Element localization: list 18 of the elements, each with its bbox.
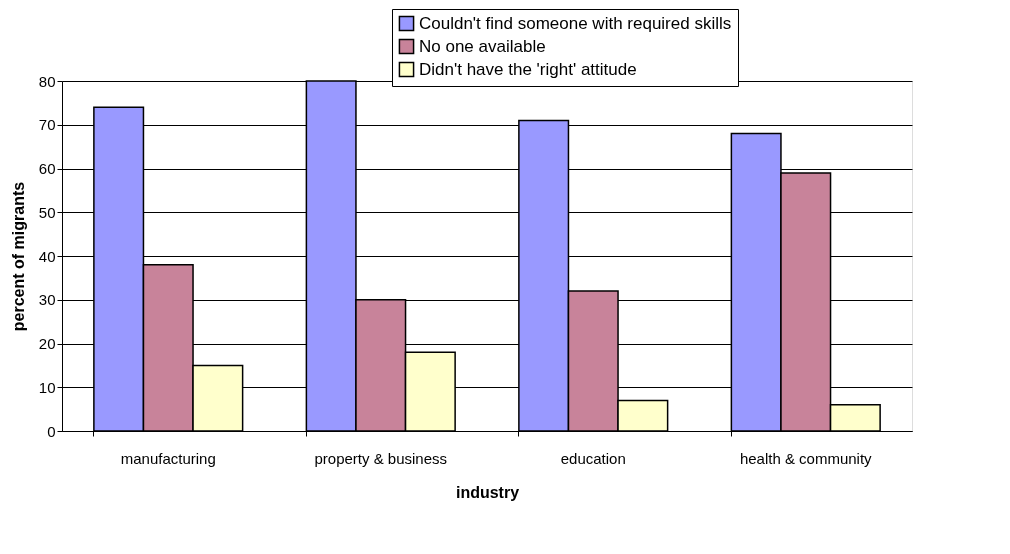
y-tick-label: 80: [38, 72, 56, 90]
y-tick-label: 0: [47, 422, 56, 440]
x-tick-label: property & business: [314, 449, 448, 467]
y-tick-label: 50: [38, 203, 56, 221]
x-axis-title: industry: [455, 483, 520, 501]
y-tick-label: 40: [38, 247, 56, 265]
y-tick-label: 30: [38, 291, 56, 309]
y-tick-label: 10: [38, 378, 56, 396]
x-tick-label: manufacturing: [120, 449, 216, 467]
y-tick-label: 60: [38, 160, 56, 177]
y-axis-title: percent of migrants: [9, 181, 27, 332]
legend-label: Couldn't find someone with required skills: [419, 13, 732, 33]
y-tick-label: 70: [38, 116, 56, 134]
x-tick-label: education: [560, 449, 626, 467]
legend-label: No one available: [419, 36, 546, 56]
legend-label: Didn't have the 'right' attitude: [419, 59, 637, 79]
y-tick-label: 20: [38, 335, 56, 352]
x-tick-label: health & community: [739, 449, 873, 467]
